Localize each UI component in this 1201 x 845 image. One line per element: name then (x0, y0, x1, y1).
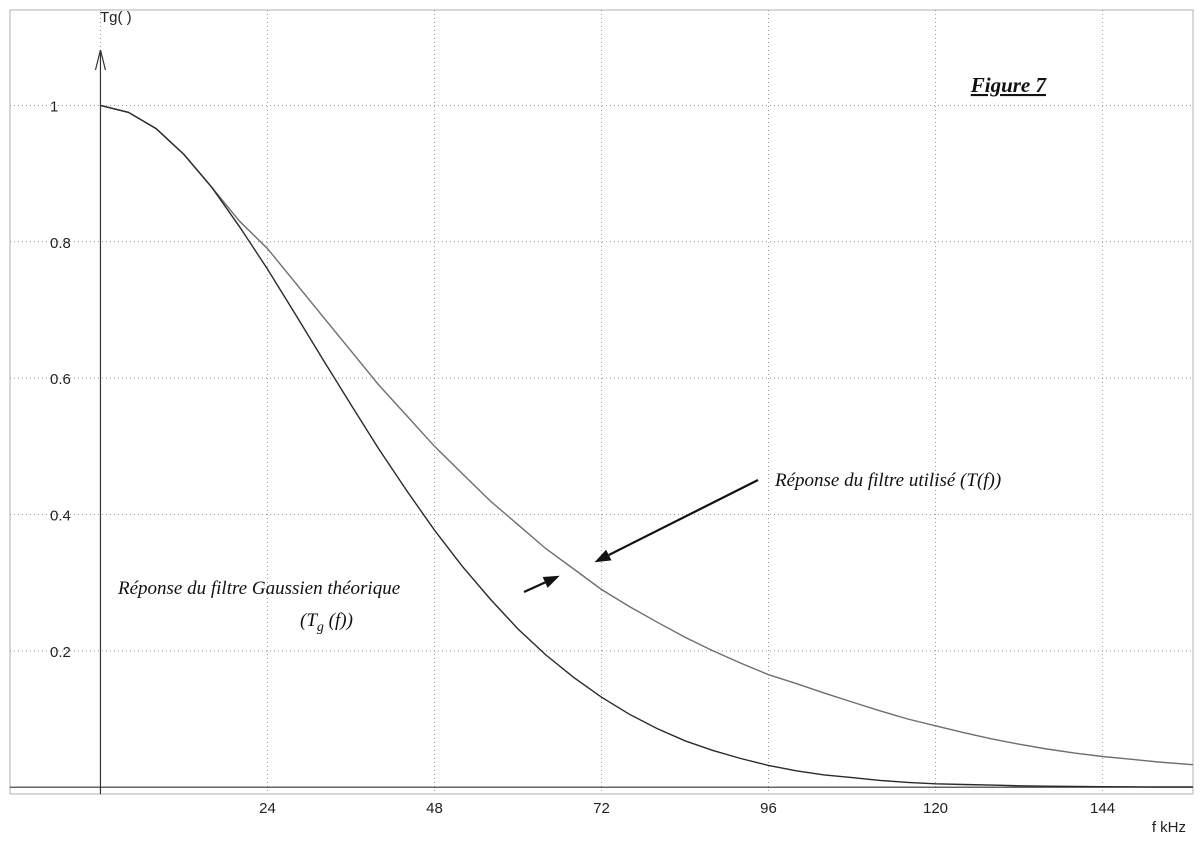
y-axis-title: Tg( ) (100, 9, 132, 26)
annotation-filtre-gaussien-formula: (Tg (f)) (300, 610, 353, 635)
x-tick-label: 120 (923, 800, 948, 817)
series-lines (100, 104, 1194, 788)
x-tick-label: 24 (259, 800, 276, 817)
x-axis-title: f kHz (1152, 819, 1186, 836)
series-line-1 (100, 104, 1194, 766)
figure-title: Figure 7 (970, 73, 1048, 97)
y-tick-label: 0.2 (50, 644, 71, 661)
x-tick-label: 96 (760, 800, 777, 817)
annotation-filtre-gaussien-arrow (523, 581, 546, 594)
annotation-formula-close: (f)) (324, 610, 353, 631)
tick-labels: 24 48 72 96 120 144 0.2 0.4 0.6 0.8 1 (50, 98, 1115, 817)
series-line-2 (100, 104, 1193, 788)
annotation-filtre-utilise-arrowhead (594, 549, 612, 563)
annotation-filtre-gaussien: Réponse du filtre Gaussien théorique (Tg… (117, 575, 560, 635)
y-tick-label: 0.6 (50, 371, 71, 388)
x-tick-label: 72 (593, 800, 610, 817)
y-tick-label: 1 (50, 98, 58, 115)
y-axis-arrow (94, 49, 107, 71)
annotation-formula-subscript: g (317, 620, 324, 635)
y-tick-label: 0.4 (50, 507, 71, 524)
x-tick-label: 48 (426, 800, 443, 817)
grid (9, 9, 1194, 795)
x-tick-label: 144 (1090, 800, 1115, 817)
y-tick-label: 0.8 (50, 235, 71, 252)
annotation-filtre-utilise-arrow (608, 479, 759, 556)
annotation-filtre-utilise: Réponse du filtre utilisé (T(f)) (594, 470, 1001, 563)
annotation-filtre-utilise-text: Réponse du filtre utilisé (T(f)) (774, 470, 1001, 491)
axes (10, 49, 1193, 794)
annotation-filtre-gaussien-text: Réponse du filtre Gaussien théorique (117, 578, 400, 599)
annotation-filtre-gaussien-arrowhead (542, 575, 560, 588)
annotation-formula-open: (T (300, 610, 318, 631)
